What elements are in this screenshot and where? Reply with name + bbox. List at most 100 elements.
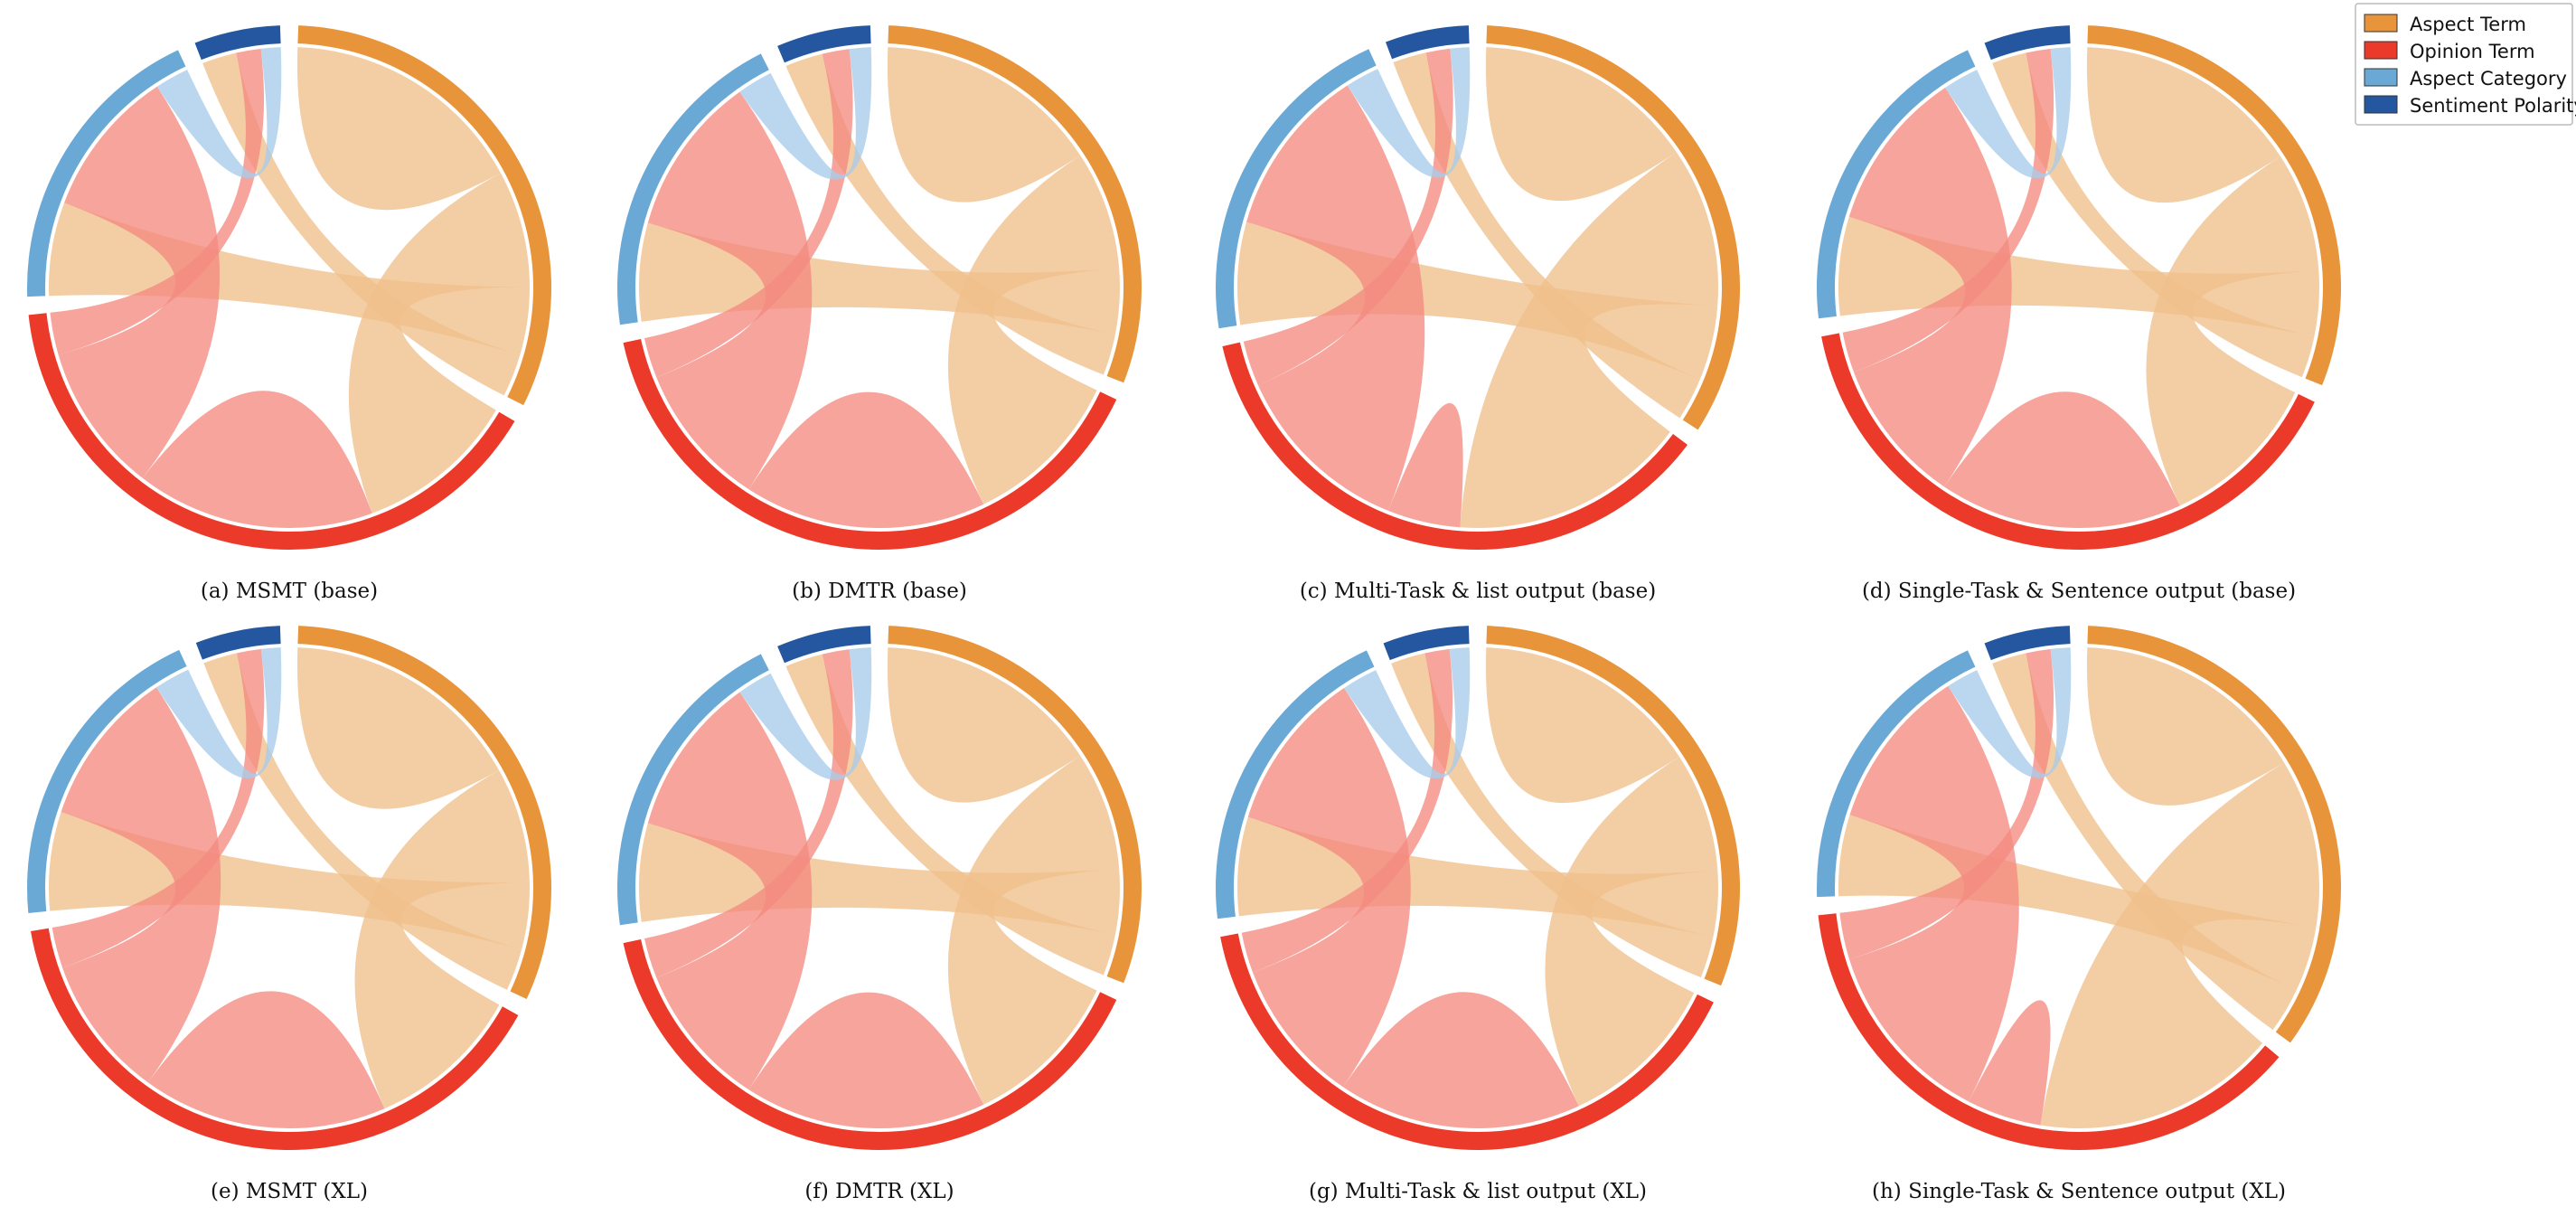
- ribbon-aspect-term-to-sentiment-polarity: [785, 654, 1115, 976]
- ribbon-aspect-term-to-opinion-term: [947, 755, 1120, 1105]
- chord-chart-f: [617, 626, 1142, 1150]
- legend-label-aspect-term: Aspect Term: [2410, 14, 2526, 35]
- arc-opinion-term: [1220, 933, 1714, 1151]
- ribbon-opinion-term-to-sentiment-polarity: [644, 49, 853, 378]
- ribbon-aspect-term-to-sentiment-polarity: [203, 653, 522, 990]
- ribbon-opinion-term-to-opinion-term: [147, 991, 385, 1128]
- ribbon-opinion-term-to-aspect-category: [61, 687, 221, 1083]
- ribbon-opinion-term-to-opinion-term: [1944, 391, 2180, 529]
- arc-aspect-term: [297, 626, 551, 999]
- arc-sentiment-polarity: [1385, 25, 1470, 60]
- ribbon-aspect-term-to-opinion-term: [2146, 156, 2319, 506]
- ribbon-aspect-term-to-aspect-term: [1485, 47, 1677, 202]
- ribbon-aspect-term-to-opinion-term: [348, 173, 530, 514]
- chord-chart-b: [617, 25, 1142, 550]
- ribbon-opinion-term-to-aspect-category: [1246, 85, 1425, 511]
- ribbon-aspect-term-to-sentiment-polarity: [1393, 52, 1700, 419]
- ribbon-aspect-term-to-aspect-term: [2086, 647, 2285, 806]
- ribbon-aspect-term-to-sentiment-polarity: [785, 53, 1115, 375]
- ribbon-opinion-term-to-sentiment-polarity: [52, 648, 265, 968]
- arc-sentiment-polarity: [1383, 626, 1470, 661]
- ribbon-aspect-category-to-sentiment-polarity: [1347, 47, 1471, 178]
- ribbon-aspect-term-to-sentiment-polarity: [1992, 52, 2315, 378]
- arc-aspect-term: [1486, 25, 1740, 430]
- ribbon-opinion-term-to-sentiment-polarity: [1243, 48, 1453, 386]
- caption-b: (b) DMTR (base): [792, 580, 967, 603]
- ribbon-opinion-term-to-aspect-category: [58, 86, 221, 478]
- ribbon-opinion-term-to-sentiment-polarity: [1839, 648, 2054, 960]
- chord-chart-d: [1817, 25, 2341, 551]
- ribbon-aspect-term-to-sentiment-polarity: [202, 52, 521, 396]
- legend-swatch-opinion-term: [2364, 41, 2398, 60]
- arc-sentiment-polarity: [777, 626, 871, 664]
- arc-aspect-category: [617, 53, 769, 325]
- chord-chart-c: [1216, 25, 1740, 550]
- ribbon-opinion-term-to-aspect-category: [647, 692, 813, 1090]
- ribbon-aspect-term-to-aspect-term: [1485, 647, 1679, 804]
- chord-chart-a: [27, 25, 551, 550]
- legend-label-aspect-category: Aspect Category: [2410, 68, 2567, 90]
- arc-opinion-term: [623, 938, 1117, 1150]
- ribbon-aspect-category-to-sentiment-polarity: [739, 647, 872, 780]
- ribbon-aspect-category-to-sentiment-polarity: [156, 47, 282, 178]
- arc-aspect-category: [1816, 650, 1976, 898]
- arc-aspect-term: [2087, 626, 2342, 1043]
- ribbon-opinion-term-to-opinion-term: [1343, 992, 1579, 1128]
- chord-chart-h: [1816, 626, 2342, 1151]
- ribbon-aspect-term-to-sentiment-polarity: [1992, 653, 2297, 1031]
- arc-aspect-term: [888, 626, 1142, 984]
- ribbon-opinion-term-to-opinion-term: [1968, 1000, 2051, 1126]
- ribbon-aspect-term-to-opinion-term: [1460, 152, 1718, 528]
- ribbon-opinion-term-to-sentiment-polarity: [644, 649, 853, 978]
- arc-aspect-category: [1817, 50, 1976, 319]
- arc-aspect-term: [297, 25, 551, 406]
- ribbon-aspect-term-to-opinion-term: [1545, 756, 1718, 1107]
- arc-opinion-term: [28, 313, 515, 550]
- arc-aspect-term: [2087, 25, 2341, 386]
- ribbon-aspect-term-to-opinion-term: [947, 155, 1120, 504]
- ribbon-opinion-term-to-sentiment-polarity: [1241, 648, 1453, 973]
- arc-aspect-category: [27, 649, 187, 913]
- arc-aspect-term: [1486, 626, 1740, 986]
- ribbon-opinion-term-to-sentiment-polarity: [1842, 48, 2054, 372]
- caption-a: (a) MSMT (base): [201, 580, 378, 603]
- chord-charts: [27, 25, 2342, 1151]
- caption-d: (d) Single-Task & Sentence output (base): [1862, 580, 2296, 603]
- ribbon-aspect-term-to-opinion-term: [354, 770, 530, 1109]
- ribbon-aspect-term-to-sentiment-polarity: [1391, 653, 1714, 978]
- arc-aspect-category: [1216, 49, 1377, 329]
- ribbon-aspect-category-to-sentiment-polarity: [1948, 647, 2072, 778]
- ribbon-aspect-category-to-sentiment-polarity: [1344, 647, 1471, 779]
- caption-f: (f) DMTR (XL): [804, 1180, 954, 1203]
- legend-label-opinion-term: Opinion Term: [2410, 41, 2535, 62]
- legend-swatch-aspect-category: [2364, 68, 2398, 87]
- arc-opinion-term: [623, 338, 1117, 550]
- legend-label-sentiment-polarity: Sentiment Polarity: [2410, 95, 2576, 117]
- legend-swatch-sentiment-polarity: [2364, 95, 2398, 114]
- ribbon-opinion-term-to-opinion-term: [142, 391, 372, 529]
- ribbon-aspect-category-to-sentiment-polarity: [739, 47, 872, 180]
- arc-aspect-category: [27, 50, 186, 297]
- ribbon-opinion-term-to-opinion-term: [1387, 402, 1463, 528]
- arc-opinion-term: [1821, 333, 2315, 551]
- arc-opinion-term: [1818, 913, 2280, 1151]
- ribbon-opinion-term-to-aspect-category: [1247, 687, 1411, 1088]
- ribbon-opinion-term-to-aspect-category: [1848, 87, 2012, 487]
- ribbon-opinion-term-to-opinion-term: [748, 992, 984, 1128]
- caption-h: (h) Single-Task & Sentence output (XL): [1872, 1180, 2286, 1203]
- ribbon-aspect-category-to-sentiment-polarity: [155, 647, 282, 779]
- arc-aspect-term: [888, 25, 1142, 383]
- legend-swatch-aspect-term: [2364, 14, 2398, 33]
- arc-sentiment-polarity: [1984, 626, 2071, 661]
- ribbon-aspect-category-to-sentiment-polarity: [1945, 47, 2072, 179]
- arc-aspect-category: [1216, 650, 1375, 919]
- chord-chart-e: [27, 626, 551, 1150]
- caption-c: (c) Multi-Task & list output (base): [1300, 580, 1656, 603]
- caption-g: (g) Multi-Task & list output (XL): [1309, 1180, 1647, 1203]
- arc-sentiment-polarity: [195, 626, 281, 660]
- arc-aspect-category: [617, 654, 769, 926]
- ribbon-opinion-term-to-sentiment-polarity: [50, 48, 265, 355]
- legend: Aspect Term Opinion Term Aspect Category…: [2355, 3, 2576, 126]
- ribbon-aspect-term-to-aspect-term: [887, 47, 1081, 203]
- ribbon-aspect-term-to-aspect-term: [296, 47, 501, 211]
